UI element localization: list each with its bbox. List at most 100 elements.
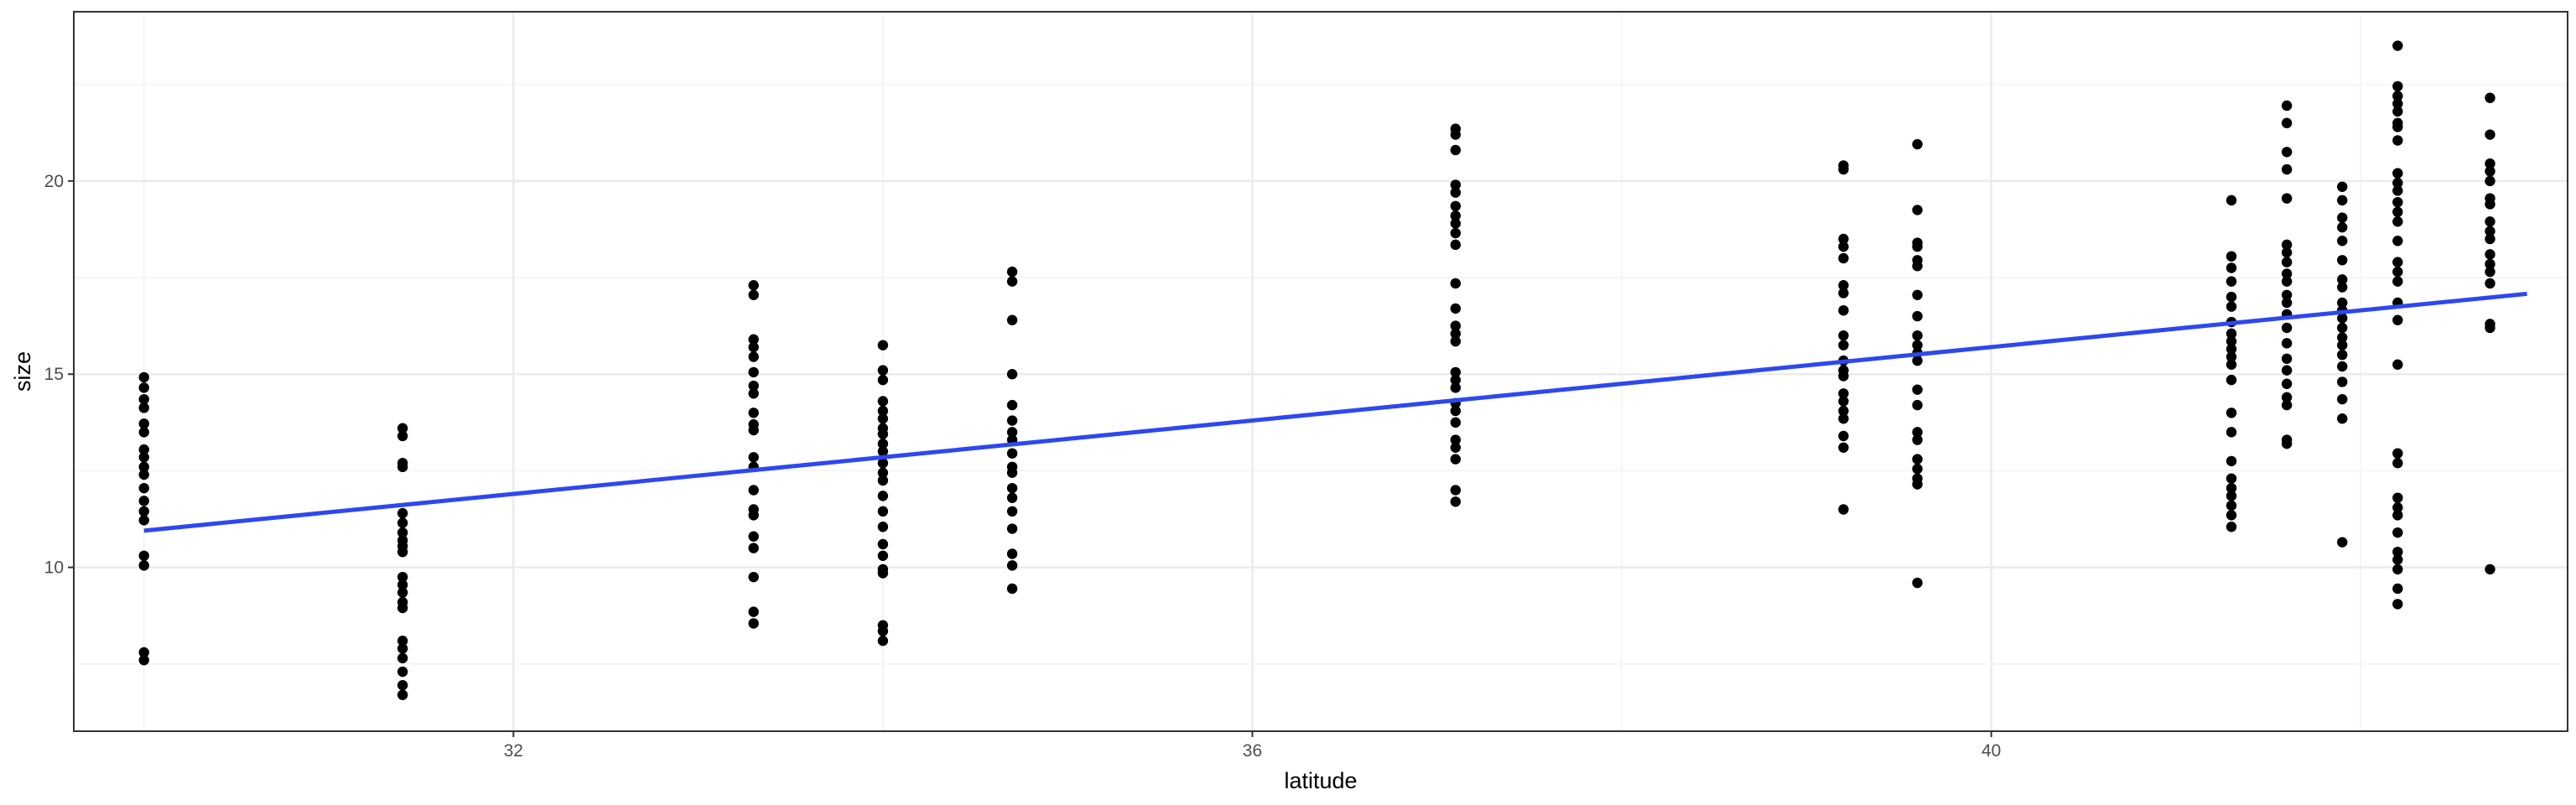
- data-point: [2281, 378, 2293, 389]
- data-point: [1838, 252, 1849, 264]
- data-point: [748, 280, 759, 291]
- data-point: [1838, 430, 1849, 442]
- x-tick-label: 40: [1981, 741, 2001, 761]
- trend-line: [143, 291, 2527, 533]
- data-point: [2485, 92, 2496, 103]
- data-point: [1838, 442, 1849, 453]
- data-point: [1838, 504, 1849, 515]
- data-point: [2225, 276, 2237, 287]
- data-point: [1450, 382, 1462, 393]
- data-point: [877, 340, 889, 351]
- data-point: [1838, 288, 1849, 299]
- data-point: [1006, 427, 1018, 438]
- data-point: [1450, 485, 1462, 496]
- data-point: [2337, 322, 2348, 334]
- data-point: [1912, 289, 1923, 300]
- data-point: [2337, 181, 2348, 192]
- data-point: [748, 408, 759, 418]
- data-point: [748, 606, 759, 617]
- data-point: [397, 461, 408, 473]
- data-point: [748, 452, 759, 463]
- data-point: [1450, 200, 1462, 211]
- data-point: [138, 393, 149, 405]
- data-point: [138, 496, 149, 506]
- data-point: [2337, 221, 2348, 233]
- data-point: [1006, 448, 1018, 459]
- data-point: [397, 546, 408, 558]
- data-point: [2485, 175, 2496, 187]
- data-point: [2225, 359, 2237, 370]
- data-point: [2281, 438, 2293, 449]
- data-point: [1912, 205, 1923, 216]
- data-point: [2392, 98, 2403, 109]
- data-point: [1450, 328, 1462, 340]
- data-point: [2225, 335, 2237, 347]
- data-point: [2392, 501, 2403, 513]
- data-point: [2392, 448, 2403, 459]
- data-point: [1450, 335, 1462, 347]
- data-point: [2281, 353, 2293, 364]
- data-point: [397, 643, 408, 654]
- data-point: [2225, 351, 2237, 362]
- data-point: [748, 351, 759, 362]
- x-axis: 32 36 40: [504, 731, 2001, 761]
- data-point: [2337, 255, 2348, 266]
- data-points: [138, 40, 2496, 700]
- data-point: [2485, 199, 2496, 210]
- data-point: [1006, 583, 1018, 595]
- data-point: [2281, 392, 2293, 403]
- data-point: [2225, 251, 2237, 262]
- data-point: [1912, 340, 1923, 351]
- data-point: [1006, 467, 1018, 478]
- data-point: [2225, 374, 2237, 386]
- data-point: [1912, 399, 1923, 411]
- data-point: [138, 371, 149, 383]
- data-point: [138, 560, 149, 571]
- data-point: [2281, 297, 2293, 309]
- data-point: [397, 602, 408, 614]
- data-point: [2225, 427, 2237, 438]
- data-point: [2392, 583, 2403, 595]
- data-point: [2337, 297, 2348, 309]
- data-point: [2392, 236, 2403, 247]
- data-point: [748, 388, 759, 399]
- data-point: [1006, 548, 1018, 559]
- trend-line-group: [143, 291, 2527, 533]
- data-point: [2337, 340, 2348, 351]
- data-point: [2225, 328, 2237, 340]
- data-point: [877, 522, 889, 532]
- data-point: [1006, 492, 1018, 503]
- data-point: [138, 550, 149, 561]
- data-point: [397, 423, 408, 434]
- data-point: [2225, 482, 2237, 494]
- data-point: [748, 366, 759, 378]
- data-point: [2337, 393, 2348, 405]
- data-point: [2392, 135, 2403, 146]
- data-point: [877, 428, 889, 439]
- data-point: [138, 469, 149, 480]
- data-point: [2392, 276, 2403, 287]
- data-point: [1912, 463, 1923, 475]
- data-point: [2337, 413, 2348, 424]
- data-point: [2485, 278, 2496, 289]
- data-point: [2485, 258, 2496, 270]
- data-point: [1450, 239, 1462, 251]
- data-point: [1912, 138, 1923, 150]
- data-point: [2225, 301, 2237, 312]
- data-point: [2281, 365, 2293, 376]
- data-point: [1838, 304, 1849, 316]
- data-point: [1450, 442, 1462, 453]
- data-point: [877, 374, 889, 386]
- data-point: [397, 527, 408, 538]
- data-point: [2337, 537, 2348, 548]
- data-point: [1450, 129, 1462, 140]
- data-point: [1450, 227, 1462, 239]
- data-point: [1838, 405, 1849, 417]
- data-point: [2485, 216, 2496, 227]
- data-point: [2281, 276, 2293, 287]
- data-point: [877, 475, 889, 486]
- data-point: [397, 635, 408, 647]
- data-point: [397, 679, 408, 691]
- data-point: [748, 618, 759, 629]
